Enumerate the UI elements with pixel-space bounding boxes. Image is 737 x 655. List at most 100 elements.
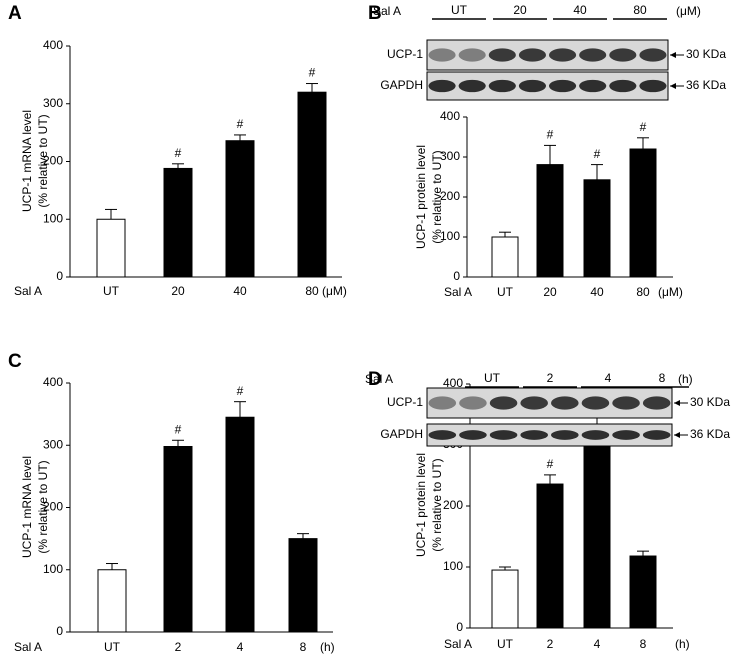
x-tick-label: 4 [237,640,244,654]
x-tick-label: 4 [594,637,601,651]
y-axis-label: UCP-1 mRNA level [20,456,34,558]
blot-band [428,430,457,440]
blot-band [489,430,518,440]
y-tick-label: 400 [43,375,63,389]
blot-band [520,430,548,440]
y-tick-label: 200 [443,498,463,512]
y-axis-label: (% relative to UT) [430,458,444,551]
blot-band [428,79,456,93]
x-tick-label: 8 [300,640,307,654]
blot-lane-label: 80 [633,3,647,17]
blot-band [488,48,516,62]
x-tick-label: UT [103,284,120,298]
blot-treatment-label: Sal A [373,4,401,18]
blot-band [581,430,610,440]
blot-lane-label: 2 [547,371,554,385]
blot-band [642,430,671,440]
significance-marker: # [547,128,554,142]
bar [225,140,255,278]
panel-letter: C [8,351,22,372]
bar [491,569,519,629]
significance-marker: # [237,384,244,398]
blot-row-label: UCP-1 [387,47,423,61]
y-tick-label: 100 [440,229,460,243]
bar [297,91,327,278]
significance-marker: # [640,120,647,134]
blot-row-label: GAPDH [380,78,423,92]
size-arrowhead [670,83,676,89]
bar [536,164,564,278]
size-arrowhead [670,52,676,58]
blot-band [609,48,637,62]
significance-marker: # [175,146,182,160]
blot-size-label: 36 KDa [690,427,730,441]
blot-membrane [426,423,673,447]
y-tick-label: 300 [440,149,460,163]
blot-band [428,48,456,62]
bar [629,555,657,629]
blot-row-label: GAPDH [380,427,423,441]
x-tick-label: 80 [636,285,650,299]
blot-band [612,430,640,440]
blot-lane-label: UT [484,371,501,385]
bar [491,236,519,278]
x-tick-label: 20 [171,284,185,298]
blot-band [551,396,579,410]
blot-band [579,48,607,62]
bar [97,569,127,633]
blot-band [520,396,548,410]
y-tick-label: 200 [43,154,63,168]
blot-unit: (h) [678,372,693,386]
x-tick-label: 40 [590,285,604,299]
blot-band [459,396,487,410]
blot-band [642,396,671,410]
blot-band [549,79,577,93]
x-tick-label: 40 [233,284,247,298]
x-tick-label: 20 [543,285,557,299]
y-axis-label: (% relative to UT) [36,114,50,207]
blot-band [639,79,667,93]
blot-band [458,79,486,93]
x-tick-label: UT [104,640,121,654]
bar [536,483,564,629]
blot-band [639,48,667,62]
y-tick-label: 400 [440,109,460,123]
blot-band [488,79,516,93]
size-arrowhead [674,432,680,438]
blot-treatment-label: Sal A [365,372,393,386]
size-arrowhead [674,400,680,406]
bar [225,416,255,633]
significance-marker: # [175,422,182,436]
x-axis-unit: (μM) [322,284,347,298]
blot-band [518,79,546,93]
blot-band [612,396,640,410]
blot-lane-label: 8 [659,371,666,385]
blot-band [551,430,579,440]
y-axis-label: UCP-1 protein level [414,453,428,557]
blot-lane-label: 40 [573,3,587,17]
x-tick-label: 80 [305,284,319,298]
bar [163,167,193,278]
blot-lane-label: 20 [513,3,527,17]
blot-size-label: 30 KDa [686,47,726,61]
y-tick-label: 300 [43,437,63,451]
x-tick-label: UT [497,637,514,651]
blot-size-label: 30 KDa [690,395,730,409]
panel-letter: D [368,369,382,390]
y-tick-label: 100 [443,559,463,573]
bar [583,438,611,629]
panel-letter: B [368,3,382,24]
y-axis-label: UCP-1 mRNA level [20,110,34,212]
blot-band [581,396,610,410]
y-tick-label: 100 [43,211,63,225]
blot-lane-label: 4 [605,371,612,385]
significance-marker: # [309,66,316,80]
y-axis-label: UCP-1 protein level [414,145,428,249]
significance-marker: # [237,117,244,131]
blot-band [518,48,546,62]
x-axis-unit: (μM) [658,285,683,299]
blot-band [549,48,577,62]
blot-lane-label: UT [451,3,468,17]
x-tick-label: 8 [640,637,647,651]
